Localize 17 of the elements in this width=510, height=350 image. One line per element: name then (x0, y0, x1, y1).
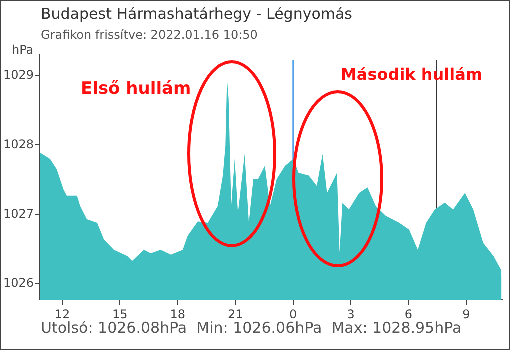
chart-title: Budapest Hármashatárhegy - Légnyomás (41, 5, 352, 23)
y-tick-label: 1026 (3, 276, 34, 290)
y-axis-title: hPa (12, 43, 34, 57)
x-tick-label: 0 (289, 307, 298, 322)
x-tick-label: 12 (54, 307, 70, 322)
y-tick-label: 1027 (3, 206, 34, 221)
x-tick-label: 18 (170, 307, 186, 322)
annotation: Első hullám (81, 79, 192, 99)
y-tick-label: 1029 (3, 68, 34, 82)
text: Utolsó: 1026.08hPa Min: 1026.06hPa Max: 1028.95hPa (41, 319, 462, 337)
y-tick-label: 1028 (3, 137, 34, 152)
x-tick-label: 3 (347, 307, 355, 322)
x-tick-label: 21 (228, 307, 244, 322)
chart-subtitle: Grafikon frissítve: 2022.01.16 10:50 (41, 28, 258, 42)
x-tick-label: 9 (462, 307, 470, 322)
x-tick-label: 6 (404, 307, 413, 322)
x-tick-label: 15 (112, 307, 128, 322)
